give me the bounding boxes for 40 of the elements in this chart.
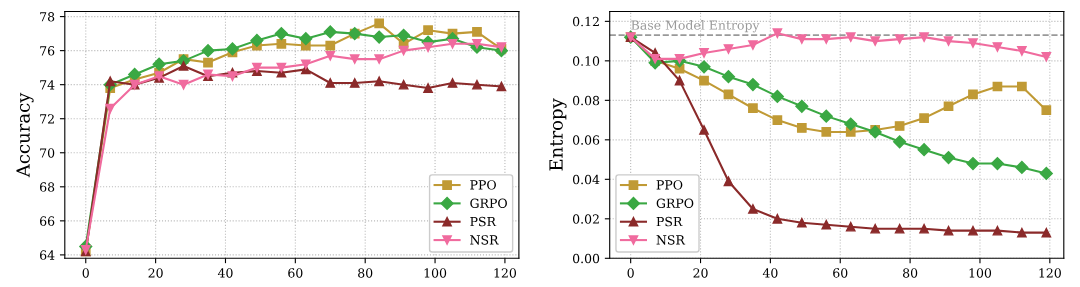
- y-tick-label: 74: [40, 80, 55, 90]
- x-tick-label: 0: [627, 268, 634, 278]
- y-tick-label: 0.06: [572, 135, 600, 145]
- x-tick-label: 120: [494, 268, 517, 278]
- x-tick-label: 80: [358, 268, 373, 278]
- x-tick-label: 20: [693, 268, 708, 278]
- x-tick-label: 100: [969, 268, 992, 278]
- x-tick-label: 60: [288, 268, 303, 278]
- x-tick-label: 100: [424, 268, 447, 278]
- y-tick-label: 0.08: [572, 95, 600, 106]
- y-tick-label: 64: [40, 250, 55, 260]
- x-tick-label: 20: [148, 268, 163, 278]
- x-tick-label: 40: [762, 268, 778, 278]
- legend-label: NSR: [470, 235, 499, 245]
- x-tick-label: 60: [833, 268, 848, 278]
- legend-label: PPO: [470, 180, 496, 190]
- x-tick-label: 40: [217, 268, 233, 278]
- y-axis-title: Accuracy: [16, 92, 34, 178]
- y-tick-label: 0.12: [572, 16, 599, 27]
- legend-label: PSR: [656, 216, 683, 227]
- y-tick-label: 68: [40, 182, 55, 192]
- y-tick-label: 66: [40, 216, 55, 226]
- legend-label: PPO: [656, 180, 683, 190]
- y-tick-label: 0.02: [572, 214, 599, 224]
- y-tick-label: 76: [40, 46, 55, 56]
- x-tick-label: 120: [1039, 268, 1061, 278]
- legend-label: GRPO: [656, 198, 694, 208]
- legend-label: NSR: [656, 235, 686, 245]
- y-tick-label: 70: [40, 148, 55, 158]
- legend-label: GRPO: [470, 198, 507, 208]
- y-tick-label: 0.04: [572, 174, 600, 185]
- y-tick-label: 78: [40, 12, 55, 22]
- legend-label: PSR: [470, 216, 497, 227]
- y-tick-label: 0.10: [572, 56, 600, 66]
- y-tick-label: 72: [40, 114, 54, 124]
- x-tick-label: 0: [82, 268, 89, 278]
- x-tick-label: 80: [902, 268, 918, 278]
- y-axis-title: Entropy: [549, 98, 567, 171]
- ref-line-label: Base Model Entropy: [631, 20, 760, 33]
- y-tick-label: 0.00: [572, 253, 600, 264]
